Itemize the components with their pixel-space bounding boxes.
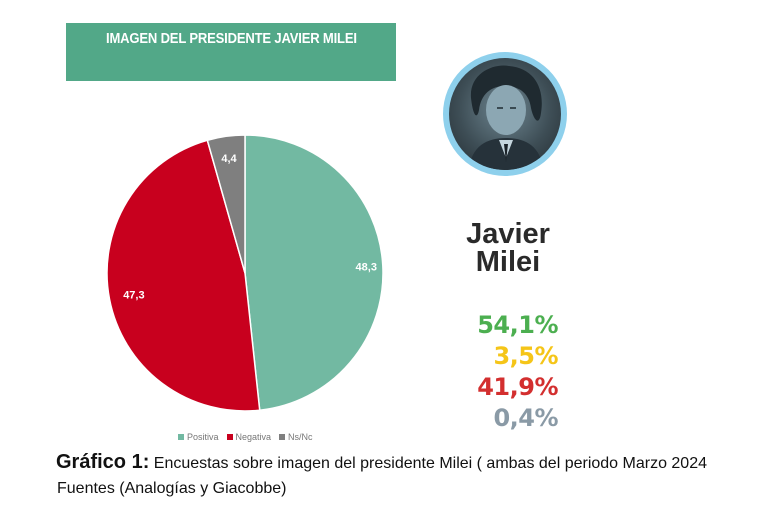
profile-name-last: Milei: [475, 246, 541, 278]
slice-positiva: [244, 134, 384, 412]
legend-item-positiva: Positiva: [178, 432, 219, 442]
label-nsnc: 4,4: [221, 153, 237, 165]
legend-label-positiva: Positiva: [187, 432, 219, 442]
legend-swatch-nsnc: [279, 434, 286, 440]
profile-name: Javier Milei: [452, 218, 564, 278]
stat-value-1: 54,1%: [477, 311, 558, 339]
chart-legend: Positiva Negativa Ns/Nc: [178, 432, 313, 442]
stat-value-3: 41,9%: [477, 373, 558, 401]
slice-negativa: [106, 139, 261, 412]
legend-item-negativa: Negativa: [226, 432, 272, 442]
profile-photo-ring: [443, 52, 567, 176]
stat-value-4: 0,4%: [493, 404, 558, 432]
legend-swatch-negativa: [226, 434, 233, 440]
portrait-photo-icon: [449, 58, 561, 170]
caption-text: Encuestas sobre imagen del presidente Mi…: [149, 455, 707, 472]
legend-label-negativa: Negativa: [235, 432, 272, 442]
caption-sources: Fuentes (Analogías y Giacobbe): [57, 480, 287, 497]
label-positiva: 48,3: [356, 262, 377, 274]
caption-lead: Gráfico 1:: [56, 451, 150, 473]
figure-caption: Gráfico 1: Encuestas sobre imagen del pr…: [56, 451, 707, 474]
portrait-silhouette: [469, 65, 543, 170]
stats-list: 54,1% 3,5% 41,9% 0,4%: [450, 310, 558, 434]
chart-title: IMAGEN DEL PRESIDENTE JAVIER MILEI: [106, 31, 357, 47]
label-negativa: 47,3: [123, 290, 144, 302]
chart-title-banner: IMAGEN DEL PRESIDENTE JAVIER MILEI: [66, 23, 396, 81]
stat-value-2: 3,5%: [493, 342, 558, 370]
legend-item-nsnc: Ns/Nc: [279, 432, 313, 442]
profile-name-first: Javier: [466, 218, 550, 250]
legend-label-nsnc: Ns/Nc: [288, 432, 313, 442]
legend-swatch-positiva: [178, 434, 184, 440]
slice-nsnc: [206, 134, 246, 274]
